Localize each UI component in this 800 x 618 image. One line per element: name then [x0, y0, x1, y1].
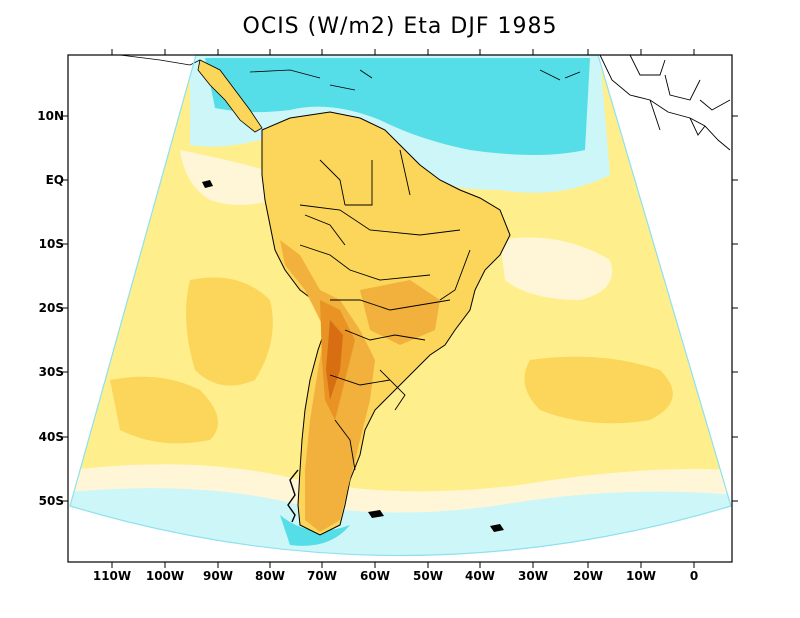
- lon-label-0: 0: [689, 569, 699, 583]
- field-pacific-yellow-1: [186, 277, 273, 386]
- field-pacific-yellow-2: [110, 376, 218, 444]
- lon-label-90w: 90W: [203, 569, 233, 583]
- lon-label-110w: 110W: [92, 569, 132, 583]
- lat-label-10n: 10N: [37, 109, 64, 123]
- lon-label-100w: 100W: [145, 569, 185, 583]
- field-atlantic-cream: [500, 237, 612, 300]
- lat-label-40s: 40S: [38, 430, 64, 444]
- lon-label-60w: 60W: [360, 569, 390, 583]
- map-title: OCIS (W/m2) Eta DJF 1985: [242, 14, 558, 39]
- chile-fjords: [287, 469, 299, 523]
- lat-label-20s: 20S: [38, 301, 64, 315]
- lon-label-80w: 80W: [255, 569, 285, 583]
- lon-ticks: [111, 49, 695, 568]
- africa-outline: [599, 54, 731, 151]
- lon-label-50w: 50W: [413, 569, 443, 583]
- lon-label-40w: 40W: [465, 569, 495, 583]
- lat-label-30s: 30S: [38, 365, 64, 379]
- field-atlantic-yellow: [524, 356, 673, 424]
- lon-label-30w: 30W: [518, 569, 548, 583]
- island-south-georgia: [490, 524, 504, 532]
- north-america-outline: [119, 54, 201, 66]
- south-america: [119, 54, 581, 536]
- falkland-islands: [368, 510, 384, 518]
- model-domain-boundary: [69, 54, 732, 557]
- caribbean-islands: [249, 69, 581, 91]
- field-southern-cream: [70, 464, 731, 513]
- lat-label-eq: EQ: [45, 173, 64, 187]
- brazil-interior-orange: [360, 280, 440, 345]
- lat-label-10s: 10S: [38, 237, 64, 251]
- andes-deep-orange: [326, 320, 343, 400]
- island-galapagos: [202, 180, 213, 188]
- lat-label-50s: 50S: [38, 494, 64, 508]
- field-pacific-cream: [180, 150, 272, 205]
- lat-ticks: [62, 115, 738, 502]
- field-caribbean-cyan: [205, 58, 590, 155]
- lon-label-20w: 20W: [573, 569, 603, 583]
- country-borders: [299, 149, 471, 471]
- field-southern-light-cyan: [70, 482, 731, 556]
- lon-label-10w: 10W: [626, 569, 656, 583]
- central-america: [197, 59, 263, 133]
- lon-label-70w: 70W: [307, 569, 337, 583]
